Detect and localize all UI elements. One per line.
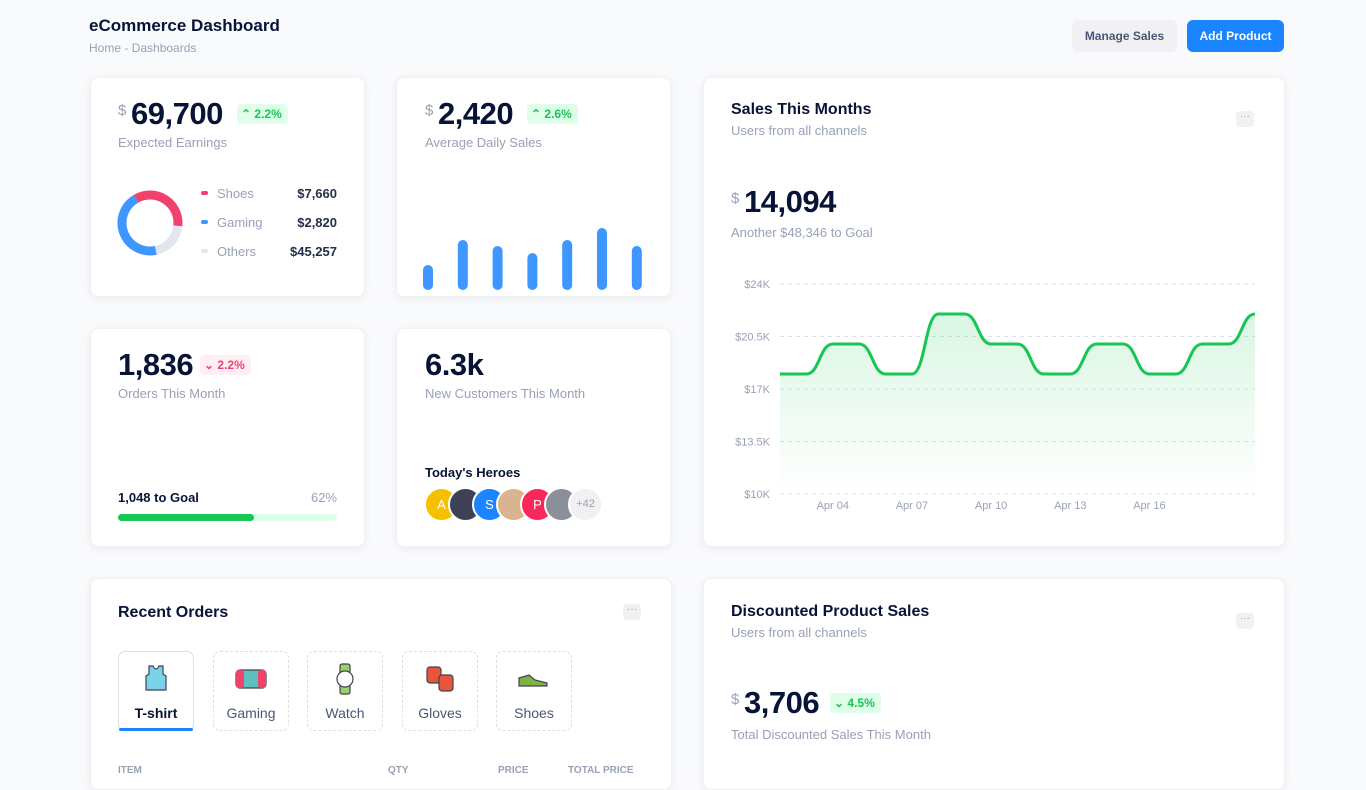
tab[interactable]: Gloves <box>402 651 478 731</box>
earnings-card: $ 69,700 ⌃ 2.2% Expected Earnings Shoes $… <box>90 77 365 297</box>
menu-button[interactable]: ··· <box>1236 111 1254 127</box>
column-header: TOTAL PRICE <box>568 765 634 776</box>
daily-sales-card: $ 2,420 ⌃ 2.6% Average Daily Sales <box>396 77 671 297</box>
card-title: Discounted Product Sales <box>731 603 930 620</box>
change-badge: ⌄ 4.5% <box>830 693 881 713</box>
orders-value: 1,836 <box>118 347 194 382</box>
legend-amount: $2,820 <box>297 215 337 230</box>
change-badge: ⌃ 2.2% <box>237 104 288 124</box>
breadcrumb-item[interactable]: Dashboards <box>131 41 197 55</box>
avatar-more[interactable]: +42 <box>568 487 603 522</box>
tab-label: Watch <box>325 705 365 721</box>
shoes-icon <box>518 674 548 687</box>
legend-name: Gaming <box>217 215 263 230</box>
page: eCommerce Dashboard Home - Dashboards Ma… <box>89 16 1285 790</box>
change: 2.6% <box>544 107 572 121</box>
change: 2.2% <box>217 358 245 372</box>
goal: 1,048 to Goal <box>118 490 199 505</box>
customers-label: New Customers This Month <box>425 386 586 401</box>
customers-card: 6.3k New Customers This Month Today's He… <box>396 328 671 547</box>
customers-value: 6.3k <box>425 347 484 382</box>
orders-label: Orders This Month <box>118 386 226 401</box>
column-header: QTY <box>388 765 409 776</box>
tab-label: T-shirt <box>134 705 178 721</box>
tab[interactable]: T-shirt <box>118 651 194 731</box>
tab-indicator <box>119 728 193 731</box>
currency: $ <box>731 190 740 207</box>
progress-track <box>118 514 337 521</box>
legend-name: Shoes <box>217 186 254 201</box>
menu-button[interactable]: ··· <box>623 604 641 620</box>
tab[interactable]: Watch <box>307 651 383 731</box>
tshirt-icon <box>145 665 167 691</box>
legend-dot <box>201 220 208 224</box>
add-product-button[interactable]: Add Product <box>1187 20 1284 52</box>
watch-icon <box>336 663 354 695</box>
avatar-group: A S P +42 <box>424 487 624 522</box>
currency: $ <box>731 691 740 708</box>
legend-dot <box>201 191 208 195</box>
sales-value: 14,094 <box>744 184 836 219</box>
breadcrumb-item[interactable]: Home <box>89 41 122 55</box>
heroes-title: Today's Heroes <box>425 465 521 480</box>
daily-sales-value: 2,420 <box>438 96 514 131</box>
recent-orders-card: Recent Orders ··· T-shirt Gaming Watch G… <box>90 578 672 790</box>
page-title: eCommerce Dashboard <box>89 16 280 35</box>
breadcrumb: Home - Dashboards <box>89 41 197 55</box>
legend-amount: $7,660 <box>297 186 337 201</box>
discounted-value: 3,706 <box>744 685 820 720</box>
legend-dot <box>201 249 208 253</box>
tab-label: Gaming <box>226 705 276 721</box>
tab[interactable]: Shoes <box>496 651 572 731</box>
card-title: Recent Orders <box>118 604 229 621</box>
card-subtitle: Users from all channels <box>731 123 867 138</box>
change-badge: ⌄ 2.2% <box>200 355 251 375</box>
earnings-value: 69,700 <box>131 96 223 131</box>
progress-label: 62% <box>310 490 337 505</box>
orders-card: 1,836 ⌄ 2.2% Orders This Month 1,048 to … <box>90 328 365 547</box>
column-header: ITEM <box>118 765 142 776</box>
tab-label: Shoes <box>514 705 554 721</box>
column-header: PRICE <box>498 765 529 776</box>
legend-amount: $45,257 <box>290 244 337 259</box>
sales-note: Another $48,346 to Goal <box>731 225 873 240</box>
manage-sales-button[interactable]: Manage Sales <box>1072 20 1177 52</box>
daily-sales-label: Average Daily Sales <box>425 135 542 150</box>
discounted-card: Discounted Product Sales Users from all … <box>703 578 1285 790</box>
currency: $ <box>425 102 434 119</box>
gloves-icon <box>426 666 454 692</box>
discounted-label: Total Discounted Sales This Month <box>731 727 931 742</box>
legend-name: Others <box>217 244 257 259</box>
menu-button[interactable]: ··· <box>1236 613 1254 629</box>
tab-label: Gloves <box>418 705 462 721</box>
progress-bar <box>118 514 254 521</box>
change: 2.2% <box>254 107 282 121</box>
gaming-icon <box>235 669 267 689</box>
change-badge: ⌃ 2.6% <box>527 104 578 124</box>
card-title: Sales This Months <box>731 101 872 118</box>
currency: $ <box>118 102 127 119</box>
earnings-label: Expected Earnings <box>118 135 228 150</box>
sales-card: Sales This Months Users from all channel… <box>703 77 1285 547</box>
card-subtitle: Users from all channels <box>731 625 867 640</box>
tab[interactable]: Gaming <box>213 651 289 731</box>
change: 4.5% <box>847 696 875 710</box>
